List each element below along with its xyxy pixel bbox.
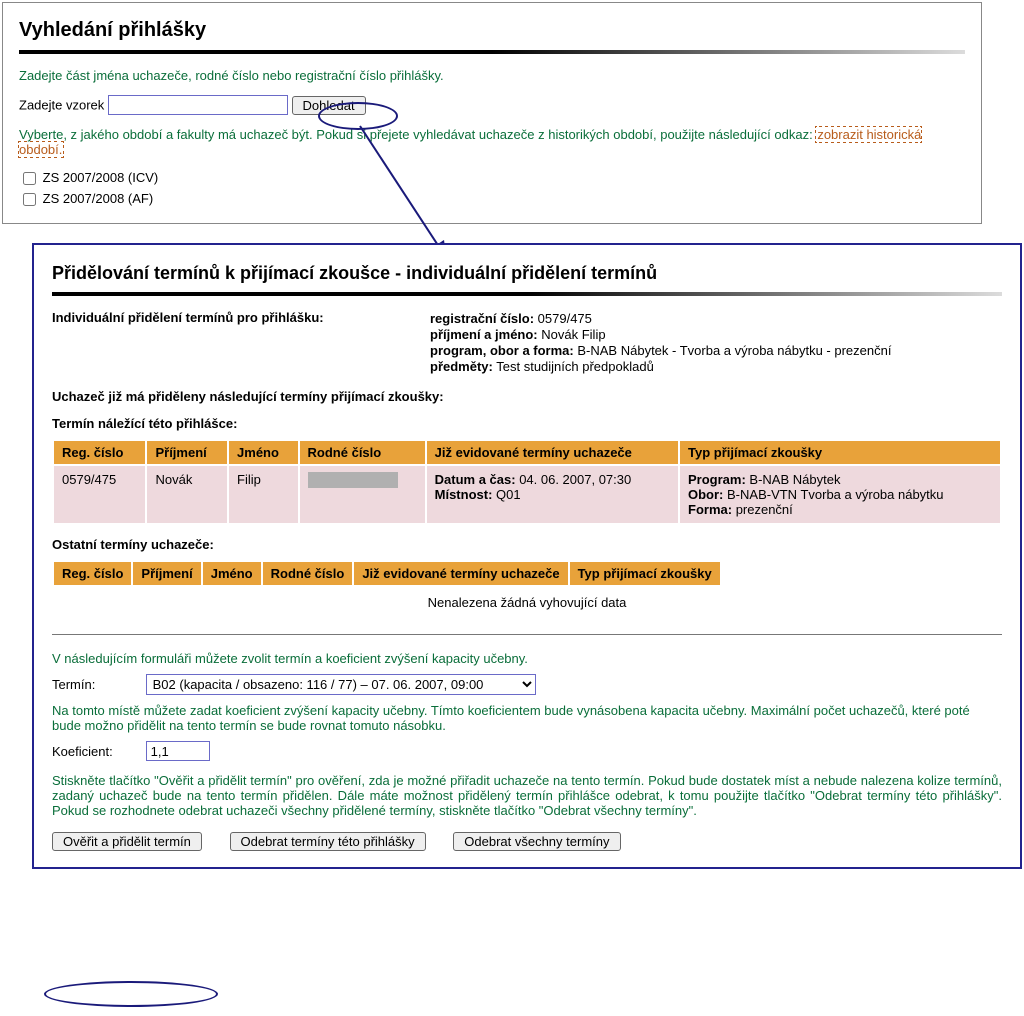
remove-app-terms-button[interactable]: Odebrat termíny této přihlášky	[230, 832, 426, 851]
period-checkbox[interactable]	[23, 172, 36, 185]
th-reg: Reg. číslo	[53, 561, 132, 586]
cell-type: Program: B-NAB Nábytek Obor: B-NAB-VTN T…	[679, 465, 1001, 524]
prog-val: B-NAB Nábytek	[749, 472, 840, 487]
th-reg: Reg. číslo	[53, 440, 146, 465]
th-firstname: Jméno	[202, 561, 262, 586]
termin-label: Termín:	[52, 677, 142, 692]
final-paragraph: Stiskněte tlačítko "Ověřit a přidělit te…	[52, 773, 1002, 818]
button-row: Ověřit a přidělit termín Odebrat termíny…	[52, 832, 1002, 851]
room-lbl: Místnost:	[435, 487, 493, 502]
section-heading-1: Uchazeč již má přiděleny následující ter…	[52, 389, 1002, 404]
period-checkbox-row: ZS 2007/2008 (ICV)	[19, 169, 965, 188]
obor-val: B-NAB-VTN Tvorba a výroba nábytku	[727, 487, 944, 502]
koef-input[interactable]	[146, 741, 210, 761]
search-label: Zadejte vzorek	[19, 98, 104, 113]
no-results-text: Nenalezena žádná vyhovující data	[52, 587, 1002, 618]
period-checkbox[interactable]	[23, 193, 36, 206]
termin-select[interactable]: B02 (kapacita / obsazeno: 116 / 77) – 07…	[146, 674, 536, 695]
table-row: 0579/475 Novák Filip Datum a čas: 04. 06…	[53, 465, 1001, 524]
cell-reg: 0579/475	[53, 465, 146, 524]
th-dates: Již evidované termíny uchazeče	[426, 440, 679, 465]
section-heading-2: Ostatní termíny uchazeče:	[52, 537, 1002, 552]
cell-rc	[299, 465, 426, 524]
th-rc: Rodné číslo	[299, 440, 426, 465]
obor-lbl: Obor:	[688, 487, 723, 502]
assigned-terms-table: Reg. číslo Příjmení Jméno Rodné číslo Ji…	[52, 439, 1002, 525]
subjects-label: předměty:	[430, 359, 493, 374]
highlight-circle-verify	[44, 981, 218, 1007]
assignment-window: Přidělování termínů k přijímací zkoušce …	[32, 243, 1022, 869]
date-val: 04. 06. 2007, 07:30	[519, 472, 631, 487]
intro-text: Zadejte část jména uchazeče, rodné číslo…	[19, 68, 965, 83]
termin-row: Termín: B02 (kapacita / obsazeno: 116 / …	[52, 674, 1002, 695]
subjects-value: Test studijních předpokladů	[496, 359, 654, 374]
regnum-value: 0579/475	[538, 311, 592, 326]
name-value: Novák Filip	[541, 327, 605, 342]
cell-firstname: Filip	[228, 465, 299, 524]
divider	[19, 50, 965, 54]
th-type: Typ přijímací zkoušky	[569, 561, 721, 586]
name-label: příjmení a jméno:	[430, 327, 538, 342]
room-val: Q01	[496, 487, 521, 502]
period-checkbox-label: ZS 2007/2008 (AF)	[43, 191, 154, 206]
koef-help: Na tomto místě můžete zadat koeficient z…	[52, 703, 1002, 733]
period-checkbox-row: ZS 2007/2008 (AF)	[19, 190, 965, 209]
program-label: program, obor a forma:	[430, 343, 574, 358]
other-terms-table: Reg. číslo Příjmení Jméno Rodné číslo Ji…	[52, 560, 722, 587]
cell-dates: Datum a čas: 04. 06. 2007, 07:30 Místnos…	[426, 465, 679, 524]
program-value: B-NAB Nábytek - Tvorba a výroba nábytku …	[577, 343, 891, 358]
regnum-label: registrační číslo:	[430, 311, 534, 326]
rc-mask	[308, 472, 398, 488]
assignment-title: Přidělování termínů k přijímací zkoušce …	[52, 263, 1002, 284]
prog-lbl: Program:	[688, 472, 746, 487]
th-firstname: Jméno	[228, 440, 299, 465]
detail-row: Individuální přidělení termínů pro přihl…	[52, 310, 1002, 375]
search-window: Vyhledání přihlášky Zadejte část jména u…	[2, 2, 982, 224]
detail-header: Individuální přidělení termínů pro přihl…	[52, 310, 422, 375]
section-subheading-1: Termín náležící této přihlášce:	[52, 416, 1002, 431]
th-surname: Příjmení	[146, 440, 228, 465]
detail-values: registrační číslo: 0579/475 příjmení a j…	[430, 310, 891, 375]
verify-assign-button[interactable]: Ověřit a přidělit termín	[52, 832, 202, 851]
forma-lbl: Forma:	[688, 502, 732, 517]
forma-val: prezenční	[736, 502, 793, 517]
cell-surname: Novák	[146, 465, 228, 524]
th-dates: Již evidované termíny uchazeče	[353, 561, 568, 586]
th-rc: Rodné číslo	[262, 561, 354, 586]
period-help: Vyberte, z jakého období a fakulty má uc…	[19, 127, 965, 157]
th-surname: Příjmení	[132, 561, 201, 586]
period-text: Vyberte, z jakého období a fakulty má uc…	[19, 127, 816, 142]
page-title: Vyhledání přihlášky	[19, 19, 965, 42]
form-intro: V následujícím formuláři můžete zvolit t…	[52, 651, 1002, 666]
search-input[interactable]	[108, 95, 288, 115]
remove-all-terms-button[interactable]: Odebrat všechny termíny	[453, 832, 620, 851]
search-row: Zadejte vzorek Dohledat	[19, 95, 965, 115]
divider	[52, 292, 1002, 296]
koef-label: Koeficient:	[52, 744, 142, 759]
divider	[52, 634, 1002, 635]
th-type: Typ přijímací zkoušky	[679, 440, 1001, 465]
date-lbl: Datum a čas:	[435, 472, 516, 487]
koef-row: Koeficient:	[52, 741, 1002, 761]
search-button[interactable]: Dohledat	[292, 96, 366, 115]
period-checkbox-label: ZS 2007/2008 (ICV)	[43, 170, 159, 185]
